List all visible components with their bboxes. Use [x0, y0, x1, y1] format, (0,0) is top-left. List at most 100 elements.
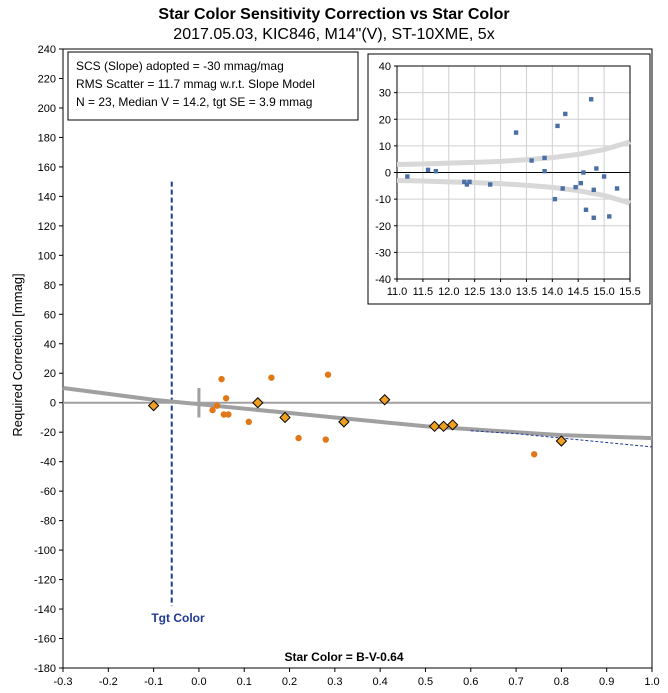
- y-tick-label: 120: [38, 221, 56, 233]
- inset-point: [513, 130, 519, 135]
- y-tick-label: 60: [44, 309, 56, 321]
- y-tick-label: 240: [38, 44, 56, 56]
- y-tick-label: 180: [38, 132, 56, 144]
- inset-point: [591, 215, 596, 220]
- x-tick-label: 0.4: [373, 676, 388, 688]
- info-line-slope: SCS (Slope) adopted = -30 mmag/mag: [76, 59, 284, 73]
- x-tick-label: -0.2: [99, 676, 118, 688]
- check-star-point: [225, 411, 232, 418]
- inset-point: [573, 184, 578, 190]
- y-tick-label: -120: [34, 575, 56, 587]
- y-tick-label: 140: [38, 191, 56, 203]
- inset-y-tick-label: 30: [379, 88, 391, 100]
- chart-subtitle: 2017.05.03, KIC846, M14"(V), ST-10XME, 5…: [173, 26, 494, 43]
- inset-point: [594, 166, 599, 171]
- inset-point: [555, 123, 560, 129]
- inset-point: [601, 174, 607, 179]
- x-tick-label: 0.9: [599, 676, 614, 688]
- comp-star-point: [252, 397, 264, 409]
- x-tick-label: 1.0: [644, 676, 659, 688]
- main-series: [62, 181, 653, 607]
- x-tick-label: 0.3: [327, 676, 342, 688]
- inset-point: [591, 187, 596, 193]
- inset-point: [542, 168, 547, 174]
- info-line-n: N = 23, Median V = 14.2, tgt SE = 3.9 mm…: [76, 95, 312, 109]
- x-tick-label: 0.2: [282, 676, 297, 688]
- info-box: SCS (Slope) adopted = -30 mmag/mag RMS S…: [67, 51, 359, 121]
- inset-point: [560, 186, 565, 191]
- x-tick-label: -0.3: [54, 676, 73, 688]
- inset-x-tick-label: 11.0: [387, 286, 408, 298]
- check-star-point: [222, 395, 230, 402]
- y-tick-label: 220: [38, 73, 56, 85]
- inset-point: [464, 182, 470, 187]
- comp-star-point: [279, 411, 291, 424]
- inset-x-tick-label: 12.5: [464, 286, 485, 298]
- inset-point: [583, 207, 589, 212]
- inset-point: [588, 97, 594, 102]
- comp-star-point: [555, 435, 568, 447]
- inset-upper-band: [396, 139, 631, 168]
- y-tick-label: 100: [38, 250, 56, 262]
- axis-ticks: 240220200180160140120100806040200-20-40-…: [34, 44, 660, 688]
- check-star-point: [295, 434, 302, 442]
- y-tick-label: -80: [40, 516, 56, 528]
- check-star-point: [218, 375, 225, 383]
- inset-point: [433, 168, 439, 174]
- inset-x-tick-label: 15.0: [593, 286, 614, 298]
- x-axis-label: Star Color = B-V-0.64: [284, 650, 403, 664]
- comp-star-point: [147, 399, 160, 412]
- check-star-point: [268, 374, 275, 381]
- check-star-point: [209, 406, 216, 414]
- inset-x-tick-label: 14.0: [542, 286, 563, 298]
- inset-lower-band: [396, 177, 631, 206]
- check-star-point: [322, 436, 329, 443]
- y-tick-label: 80: [44, 280, 56, 292]
- check-star-point: [213, 402, 221, 409]
- y-tick-label: -20: [40, 427, 56, 439]
- inset-point: [462, 179, 467, 185]
- tgt-color-label: Tgt Color: [151, 611, 205, 625]
- inset-y-tick-label: 0: [385, 168, 391, 180]
- y-tick-label: 160: [38, 162, 56, 174]
- inset-x-tick-label: 11.5: [413, 286, 434, 298]
- comp-star-point: [378, 394, 391, 406]
- x-tick-label: 0.8: [554, 676, 569, 688]
- inset-point: [542, 155, 547, 161]
- y-tick-label: -100: [34, 545, 56, 557]
- inset-point: [563, 111, 568, 117]
- inset-point: [607, 214, 612, 219]
- y-tick-label: 20: [44, 368, 56, 380]
- info-box-frame: [67, 51, 359, 121]
- x-tick-label: 0.0: [191, 676, 206, 688]
- comp-star-point: [338, 416, 350, 428]
- y-tick-label: -60: [40, 486, 56, 498]
- inset-y-tick-label: 10: [379, 141, 391, 153]
- check-star-point: [531, 451, 538, 458]
- inset-y-tick-label: -10: [375, 194, 391, 206]
- inset-point: [581, 170, 586, 175]
- y-tick-label: -180: [34, 663, 56, 675]
- inset-y-tick-label: 20: [379, 114, 391, 126]
- y-tick-label: -140: [34, 604, 56, 616]
- inset-point: [552, 196, 558, 202]
- inset-x-tick-label: 12.0: [438, 286, 459, 298]
- inset-y-tick-label: -40: [375, 274, 391, 286]
- info-line-rms: RMS Scatter = 11.7 mmag w.r.t. Slope Mod…: [76, 77, 315, 91]
- y-tick-label: 40: [44, 339, 56, 351]
- inset-point: [614, 186, 620, 191]
- comp-star-point: [446, 419, 459, 431]
- inset-point: [425, 167, 431, 173]
- inset-point: [488, 182, 493, 187]
- y-tick-label: -160: [34, 634, 56, 646]
- comp-star-point: [437, 420, 450, 433]
- x-tick-label: 0.5: [418, 676, 433, 688]
- inset-point: [405, 174, 410, 179]
- chart-title: Star Color Sensitivity Correction vs Sta…: [158, 6, 509, 23]
- x-tick-label: 0.7: [508, 676, 523, 688]
- y-tick-label: 200: [38, 103, 56, 115]
- x-tick-label: -0.1: [144, 676, 163, 688]
